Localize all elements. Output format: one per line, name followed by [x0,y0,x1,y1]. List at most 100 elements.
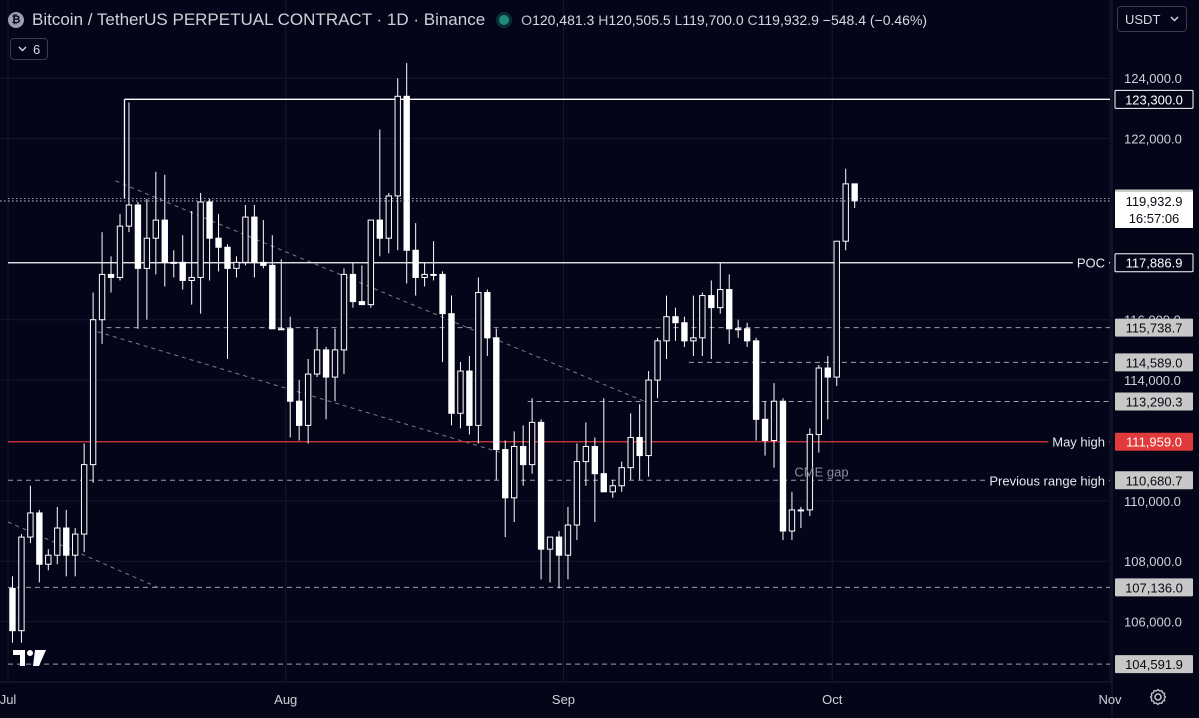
current-price-tag-box [1115,191,1193,228]
candle-body [125,204,133,227]
time-tick-label: Sep [552,692,575,707]
candle-body [152,219,160,239]
candle-body [806,433,814,511]
gear-icon[interactable] [1149,688,1167,706]
candle-body [833,240,840,378]
candle-body [851,183,858,202]
price-tag-label: 123,300.0 [1125,92,1183,107]
price-tick-label: 110,000.0 [1124,494,1181,509]
candle-body [511,446,518,499]
low-value: 119,700.0 [682,12,744,28]
open-label: O [521,12,533,28]
price-tick-label: 114,000.0 [1124,373,1181,388]
candle-body [582,446,590,463]
level-name-label: POC [1077,256,1105,271]
candle-body [519,446,527,466]
time-tick-label: Jul [0,692,16,707]
chart-header: ₿ Bitcoin / TetherUS PERPETUAL CONTRACT … [8,8,927,32]
candle-body [699,295,706,339]
candle-body [609,485,616,493]
price-tick-label: 108,000.0 [1124,554,1182,569]
candle-body [672,316,679,324]
candle-body [358,301,366,306]
change-value: −548.4 (−0.46%) [822,12,928,28]
price-tag-label: 111,959.0 [1126,435,1182,450]
candle-body [717,289,724,309]
candle-body [206,201,213,239]
candle-body [89,319,97,466]
candle-body [842,183,849,242]
close-value: 119,932.9 [757,12,819,28]
candle-body [278,328,285,331]
candle-body [170,261,177,264]
price-tag-box [1115,578,1193,597]
candle-body [179,261,186,281]
candle-body [161,219,168,263]
candle-body [260,261,267,266]
candle-body [645,379,652,457]
price-tag-box [1115,471,1193,490]
candle-body [475,292,482,426]
candle-body [224,246,231,269]
price-tag-box [1115,392,1193,411]
candle-body [726,289,733,330]
candle-body [197,201,204,278]
candle-body [188,276,195,281]
symbol-title[interactable]: Bitcoin / TetherUS PERPETUAL CONTRACT · … [32,10,486,29]
price-tag-box [1115,318,1193,337]
candle-body [421,273,428,278]
candle-body [743,328,751,342]
level-name-label: May high [1052,435,1105,450]
market-status-dot [499,15,510,25]
candle-body [18,536,25,632]
price-tag-label: 114,589.0 [1126,355,1183,370]
price-tag-box [1114,89,1194,109]
level-name-bg [1048,432,1109,451]
candle-body [448,313,455,414]
price-tag-label: 110,680.7 [1126,473,1183,488]
candle-body [80,464,88,535]
candle-body [430,273,437,276]
candle-body [36,512,43,565]
candle-body [349,273,357,303]
price-tag-label: 115,738.7 [1126,321,1183,336]
candle-body [376,219,384,239]
candle-body [457,370,464,414]
candle-body [394,95,401,197]
candle-body [555,536,563,556]
price-tag-label: 107,136.0 [1125,580,1183,595]
candle-body [313,349,321,375]
candle-body [27,512,34,538]
candle-body [708,295,715,309]
indicators-toggle-button[interactable]: 6 [10,38,49,60]
candle-body [367,219,375,306]
candle-body [779,400,787,532]
candle-body [54,527,61,556]
price-tick-label: 106,000.0 [1124,615,1182,630]
candle-body [439,273,446,315]
candle-body [340,273,348,351]
indicator-count: 6 [33,41,41,57]
candle-body [654,340,661,381]
tradingview-logo[interactable] [13,648,49,668]
candle-body [546,536,554,550]
candle-body [242,216,249,263]
price-tag-box [1115,655,1193,674]
candle-body [215,237,222,248]
price-tag-label: 117,886.9 [1126,256,1183,271]
chevron-down-icon [1170,16,1179,22]
level-name-bg [985,471,1109,490]
candle-body [233,261,240,269]
candle-body [493,337,500,451]
candle-body [636,436,643,457]
candle-body [761,418,769,441]
candle-body [251,216,258,263]
candle-body [466,370,473,426]
candle-body [385,195,392,239]
currency-label: USDT [1125,11,1161,27]
candle-body [537,421,545,550]
open-value: 120,481.3 [532,12,595,28]
candle-body [269,264,276,330]
currency-select[interactable]: USDT [1117,6,1187,32]
